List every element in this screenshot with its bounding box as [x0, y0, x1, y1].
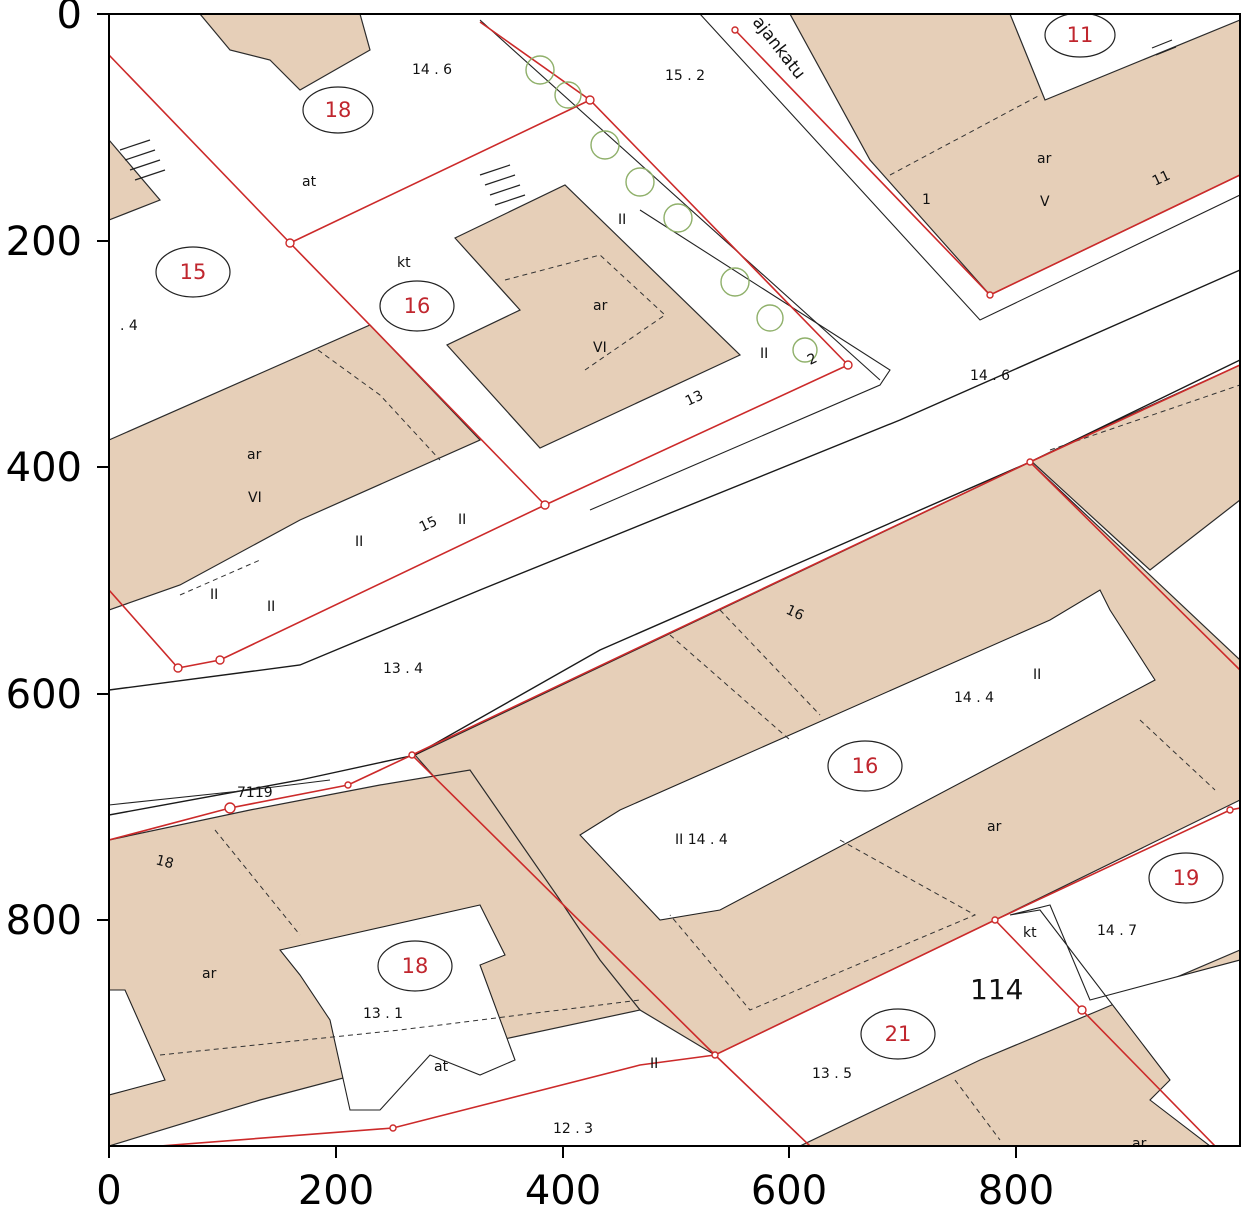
x-tick-labels: 0 200 400 600 800: [96, 1168, 1054, 1214]
map-label: 13 . 4: [383, 661, 423, 677]
trees: [525, 55, 818, 363]
x-tick-label: 600: [751, 1168, 827, 1214]
x-tick-label: 800: [978, 1168, 1054, 1214]
building-top-left: [199, 14, 371, 91]
map-label: ar: [1037, 151, 1052, 167]
map-plot: 11 18 15 16 16 19 18 21 ajankatu 14 . 6 …: [109, 14, 1240, 1152]
map-label: kt: [397, 255, 411, 271]
block-numbers: 11 18 15 16 16 19 18 21: [180, 23, 1200, 1046]
map-label: VI: [248, 490, 262, 506]
block-number-18: 18: [325, 98, 352, 122]
map-label: at: [434, 1059, 449, 1075]
dashed-lines: [159, 94, 1240, 1141]
map-label: 14 . 6: [970, 368, 1010, 384]
block-number-19: 19: [1173, 866, 1200, 890]
map-label: II: [1033, 667, 1041, 683]
building-top-right: [789, 14, 1240, 296]
map-label: V: [1040, 194, 1050, 210]
plot-frame: [108, 13, 1241, 1147]
map-label: II: [618, 212, 626, 228]
map-label: 11: [1150, 168, 1173, 190]
map-label: VI: [593, 340, 607, 356]
map-label: II: [210, 587, 218, 603]
map-label: 18: [154, 852, 175, 872]
building-left-small: [109, 139, 162, 221]
map-label: ar: [987, 819, 1002, 835]
survey-nodes: [173, 26, 1234, 1132]
main-street: [109, 269, 1240, 816]
map-labels: 14 . 6 15 . 2 at ar V 1 11 kt ar VI II I…: [120, 62, 1173, 1152]
map-label: II: [760, 346, 768, 362]
map-label: 14 . 4: [954, 690, 994, 706]
block-number-21: 21: [885, 1022, 912, 1046]
y-tick-labels: 0 200 400 600 800: [6, 0, 82, 944]
map-label: 13 . 1: [363, 1006, 403, 1022]
block-number-16: 16: [404, 294, 431, 318]
y-axis: [97, 13, 109, 921]
map-label: . 4: [120, 318, 138, 334]
map-label: ar: [247, 447, 262, 463]
map-label: at: [302, 174, 317, 190]
map-label: 16: [783, 602, 806, 624]
map-label: 12 . 3: [553, 1121, 593, 1137]
y-tick-label: 600: [6, 672, 82, 718]
block-number-11: 11: [1067, 23, 1094, 47]
map-label: II: [267, 599, 275, 615]
building-center-upper: [446, 184, 742, 449]
map-label: 13 . 5: [812, 1066, 852, 1082]
map-label: II: [458, 512, 466, 528]
map-label: 14 . 6: [412, 62, 452, 78]
map-label: 15 . 2: [665, 68, 705, 84]
map-label: II 14 . 4: [675, 832, 728, 848]
y-tick-label: 200: [6, 219, 82, 265]
map-label: 15: [417, 514, 440, 536]
map-label: 7119: [237, 785, 273, 801]
x-tick-label: 400: [525, 1168, 601, 1214]
map-label: 14 . 7: [1097, 923, 1137, 939]
map-label: II: [355, 534, 363, 550]
block-number-16: 16: [852, 754, 879, 778]
map-label: kt: [1023, 925, 1037, 941]
map-label: 13: [683, 388, 706, 410]
streets: [109, 14, 1240, 816]
y-tick-label: 0: [57, 0, 82, 38]
y-tick-label: 800: [6, 898, 82, 944]
x-tick-label: 200: [298, 1168, 374, 1214]
map-label: ar: [593, 298, 608, 314]
block-number-ovals: [155, 14, 1224, 1060]
block-number-18: 18: [402, 954, 429, 978]
x-tick-label: 0: [96, 1168, 121, 1214]
map-label: 1: [922, 192, 931, 208]
map-label: ar: [202, 966, 217, 982]
map-label: 114: [970, 973, 1023, 1006]
x-axis: [108, 1146, 1017, 1158]
block-number-15: 15: [180, 260, 207, 284]
y-tick-label: 400: [6, 445, 82, 491]
stairs: [119, 39, 1177, 206]
map-label: II: [650, 1056, 658, 1072]
map-label: ar: [1132, 1136, 1147, 1152]
